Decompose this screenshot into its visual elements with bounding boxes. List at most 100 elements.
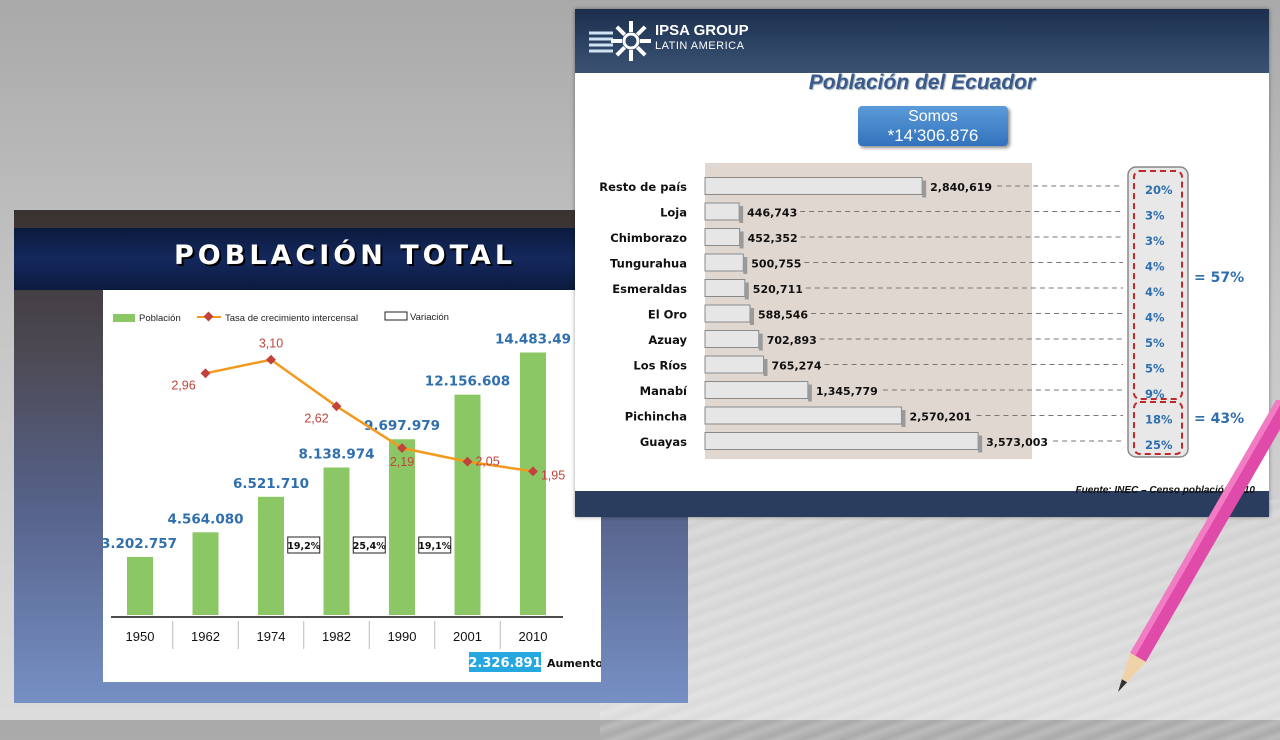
- bar-poblacion-1990: [389, 439, 415, 615]
- province-label: Esmeraldas: [612, 282, 687, 296]
- province-label: Azuay: [648, 333, 687, 347]
- province-bar: [704, 406, 902, 425]
- province-bar: [704, 253, 744, 272]
- percent-label: 4%: [1145, 260, 1165, 274]
- group-label-57: = 57%: [1194, 270, 1244, 286]
- bar-value-label: 14.483.49: [495, 331, 571, 347]
- province-value-label: 446,743: [747, 207, 797, 220]
- province-bar: [704, 432, 979, 450]
- percent-label: 5%: [1145, 362, 1165, 376]
- province-bar: [704, 279, 746, 297]
- ipsa-logo-icon: [589, 21, 651, 61]
- somos-value: *14’306.876: [887, 126, 979, 145]
- province-value-label: 500,755: [751, 258, 801, 271]
- percent-label: 3%: [1145, 209, 1165, 223]
- province-bar-side: [743, 257, 748, 274]
- brand-subtitle: LATIN AMERICA: [655, 40, 745, 52]
- bar-poblacion-1974: [258, 496, 284, 615]
- group-box-57: [1133, 170, 1183, 400]
- percent-label: 18%: [1145, 413, 1173, 427]
- province-value-label: 588,546: [758, 309, 808, 322]
- growth-rate-label: 1,95: [541, 468, 565, 482]
- somos-label: Somos: [908, 108, 958, 125]
- bar-poblacion-1982: [323, 467, 350, 615]
- bar-poblacion-1950: [127, 556, 153, 615]
- right-slide: IPSA GROUP LATIN AMERICA Población del E…: [575, 9, 1269, 517]
- bar-value-label: 9.697.979: [364, 418, 440, 434]
- right-slide-title: Población del Ecuador: [808, 71, 1036, 94]
- province-bar-side: [739, 231, 744, 249]
- aumento-label: Aumento: [547, 657, 601, 670]
- percent-label: 4%: [1145, 311, 1165, 325]
- variacion-label: 19,2%: [287, 541, 320, 552]
- bar-value-label: 4.564.080: [167, 511, 243, 527]
- legend-label-poblacion: Población: [139, 313, 181, 324]
- x-tick-label: 1990: [388, 629, 417, 644]
- variacion-box: [352, 536, 386, 554]
- province-chart-svg: Resto de país 2,840,619 Loja 446,743 Chimbor…: [599, 163, 1244, 459]
- bar-value-label: 6.521.710: [233, 476, 309, 492]
- province-value-label: 3,573,003: [986, 436, 1048, 449]
- province-value-label: 2,840,619: [930, 181, 992, 194]
- province-label: Guayas: [640, 435, 687, 449]
- percent-label: 20%: [1145, 183, 1173, 197]
- province-label: Pichincha: [625, 410, 687, 424]
- aumento-box: [469, 652, 541, 672]
- aumento-value: 2.326.891: [468, 656, 541, 671]
- province-bar-side: [922, 180, 927, 198]
- variacion-box: [287, 536, 321, 554]
- population-total-box: Somos *14’306.876: [858, 106, 1008, 146]
- variacion-box: [418, 536, 452, 554]
- province-bar: [704, 330, 760, 348]
- bar-value-label: 3.202.757: [103, 536, 177, 552]
- population-chart: Población Tasa de crecimiento intercensal…: [103, 290, 601, 682]
- group-label-43: = 43%: [1194, 411, 1244, 427]
- x-tick-label: 2001: [453, 629, 482, 644]
- percent-column-frame: [1127, 166, 1189, 458]
- percent-label: 4%: [1145, 285, 1165, 299]
- legend-swatch-variacion: [384, 311, 408, 321]
- province-value-label: 702,893: [767, 334, 817, 347]
- brand-name: IPSA GROUP: [655, 22, 749, 39]
- growth-rate-label: 2,19: [390, 455, 414, 469]
- province-label: Resto de país: [599, 180, 687, 194]
- source-note: Fuente: INEC – Censo población 2010: [1075, 485, 1255, 496]
- growth-rate-marker: [528, 466, 538, 477]
- legend-marker-tasa: [203, 311, 214, 322]
- province-label: El Oro: [648, 308, 687, 322]
- province-value-label: 2,570,201: [909, 411, 971, 424]
- x-tick-label: 1950: [126, 629, 155, 644]
- province-label: Loja: [660, 206, 687, 220]
- province-label: Los Ríos: [633, 359, 687, 373]
- province-bar-side: [749, 308, 754, 325]
- bar-value-label: 12.156.608: [425, 374, 510, 390]
- legend-swatch-poblacion: [113, 314, 135, 322]
- growth-rate-label: 3,10: [259, 337, 283, 351]
- bar-poblacion-2010: [520, 352, 546, 615]
- province-bar-side: [807, 384, 812, 402]
- bar-value-label: 8.138.974: [298, 446, 374, 462]
- province-bar-side: [739, 206, 744, 223]
- growth-rate-label: 2,05: [475, 455, 499, 469]
- pencil-illustration: [1118, 400, 1280, 692]
- province-value-label: 1,345,779: [816, 385, 878, 398]
- province-bar-side: [978, 435, 983, 453]
- x-tick-label: 1962: [191, 629, 220, 644]
- province-bar: [704, 202, 740, 221]
- percent-label: 3%: [1145, 234, 1165, 248]
- x-tick-label: 1974: [257, 629, 286, 644]
- province-label: Tungurahua: [610, 257, 687, 271]
- province-bar: [704, 355, 764, 374]
- growth-rate-label: 2,96: [171, 378, 195, 392]
- province-bar-side: [763, 359, 768, 376]
- province-label: Chimborazo: [610, 231, 687, 245]
- province-bar-side: [758, 333, 763, 351]
- province-value-label: 452,352: [748, 232, 798, 245]
- province-bar: [704, 304, 751, 323]
- population-chart-svg: Población Tasa de crecimiento intercensal…: [103, 311, 601, 672]
- left-slide-title: POBLACIÓN TOTAL: [174, 240, 517, 271]
- percent-label: 9%: [1145, 387, 1165, 401]
- bar-poblacion-2001: [454, 394, 481, 615]
- province-bar: [704, 381, 809, 399]
- variacion-label: 25,4%: [353, 541, 386, 552]
